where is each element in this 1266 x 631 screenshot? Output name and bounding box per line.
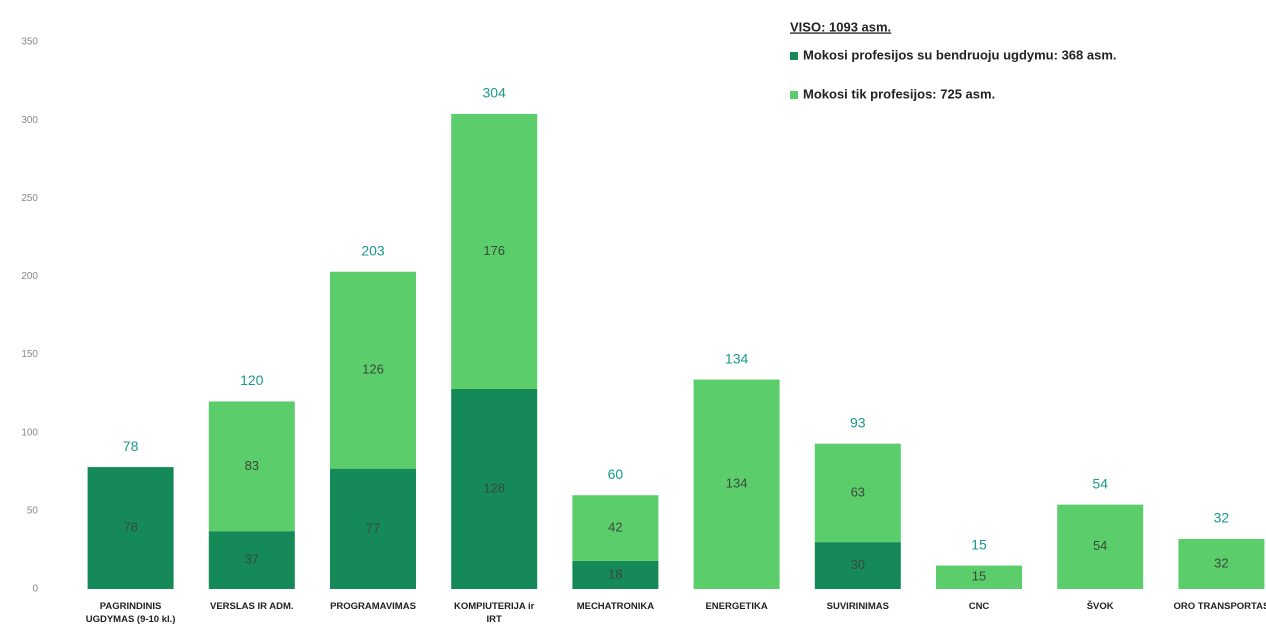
bar-segment (572, 560, 659, 589)
legend-swatch (790, 52, 798, 60)
bar-segment (451, 113, 538, 389)
bar-segment (936, 565, 1022, 589)
total-label: 15 (971, 536, 987, 552)
total-label: 93 (850, 414, 866, 430)
segment-label: 54 (1093, 538, 1107, 553)
x-tick-label: PROGRAMAVIMAS (330, 601, 416, 612)
total-label: 32 (1214, 510, 1230, 526)
legend-swatch (790, 91, 798, 99)
bar-segment (208, 401, 295, 532)
bar-segment (330, 271, 416, 469)
legend-label: Mokosi tik profesijos: 725 asm. (803, 86, 995, 101)
x-tick-label: CNC (968, 601, 990, 612)
bar-segment (814, 542, 901, 589)
segment-label: 15 (972, 569, 986, 584)
y-tick-label: 100 (21, 427, 38, 438)
x-tick-label: KOMPIUTERIJA ir IRT (453, 601, 535, 625)
total-label: 203 (361, 242, 385, 258)
segment-label: 126 (362, 362, 384, 377)
bar-segment (330, 468, 416, 589)
total-label: 54 (1092, 475, 1108, 491)
bar-segment (208, 531, 295, 589)
segment-label: 134 (726, 476, 748, 491)
total-label: 120 (240, 372, 264, 388)
segment-label: 32 (1214, 555, 1228, 570)
bar-segment (572, 495, 659, 561)
bar-segment (87, 467, 174, 589)
segment-label: 176 (483, 243, 505, 258)
y-tick-label: 250 (21, 193, 38, 204)
x-tick-label: ENERGETIKA (705, 601, 768, 612)
bar-segment (693, 379, 780, 589)
y-tick-label: 200 (21, 271, 38, 282)
segment-label: 77 (366, 520, 380, 535)
segment-label: 128 (483, 480, 505, 495)
bar-segment (814, 443, 901, 543)
bar-segment (1178, 538, 1265, 589)
y-tick-label: 0 (32, 584, 38, 595)
total-label: 78 (123, 438, 139, 454)
segment-label: 83 (245, 458, 259, 473)
segment-label: 78 (123, 519, 137, 534)
segment-label: 37 (245, 552, 259, 567)
legend-label: Mokosi profesijos su bendruoju ugdymu: 3… (803, 47, 1117, 62)
segment-label: 30 (851, 557, 865, 572)
x-tick-label: PAGRINDINIS UGDYMAS (9-10 kl.) (85, 601, 176, 625)
x-tick-label: MECHATRONIKA (576, 601, 655, 612)
x-tick-label: ŠVOK (1086, 601, 1114, 612)
total-label: 60 (608, 466, 624, 482)
total-label: 304 (483, 85, 507, 101)
y-tick-label: 350 (21, 37, 38, 48)
x-tick-label: ORO TRANSPORTAS (1173, 601, 1266, 612)
bar-segment (1057, 504, 1144, 589)
y-tick-label: 150 (21, 349, 38, 360)
legend-title: VISO: 1093 asm. (790, 19, 891, 34)
y-tick-label: 50 (27, 505, 39, 516)
y-tick-label: 300 (21, 115, 38, 126)
x-tick-label: SUVIRINIMAS (826, 601, 889, 612)
x-tick-label: VERSLAS IR ADM. (210, 601, 294, 612)
segment-label: 18 (608, 566, 622, 581)
segment-label: 42 (608, 519, 622, 534)
bar-segment (451, 388, 538, 589)
segment-label: 63 (851, 484, 865, 499)
total-label: 134 (725, 350, 749, 366)
